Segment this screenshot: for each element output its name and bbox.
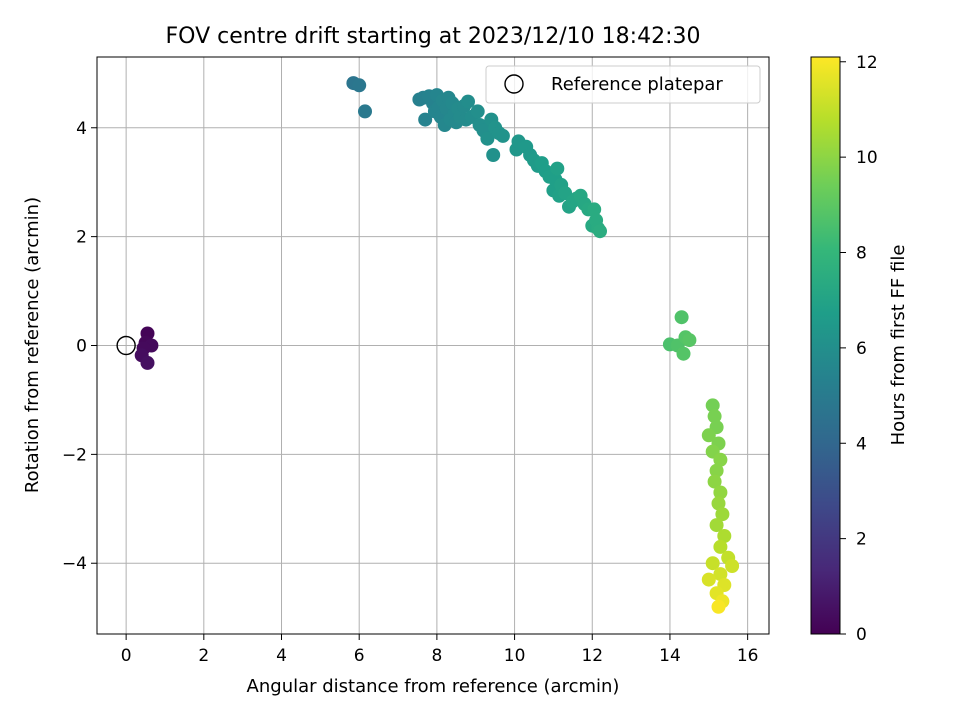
data-point: [709, 518, 724, 533]
x-tick-label: 4: [276, 646, 287, 666]
data-point: [711, 496, 726, 511]
x-axis-label: Angular distance from reference (arcmin): [247, 676, 620, 697]
colorbar-tick-label: 4: [856, 434, 867, 454]
colorbar-label: Hours from first FF file: [888, 245, 909, 446]
data-point: [587, 202, 602, 217]
x-tick-label: 16: [737, 646, 759, 666]
y-axis-label: Rotation from reference (arcmin): [22, 197, 43, 493]
legend: Reference platepar: [485, 65, 761, 104]
data-point: [676, 346, 691, 361]
y-tick-label: 2: [76, 228, 87, 248]
x-tick-label: 12: [581, 646, 603, 666]
data-point: [711, 599, 726, 614]
colorbar: [810, 56, 841, 635]
data-point: [713, 485, 728, 500]
data-point: [701, 572, 716, 587]
legend-box: [485, 65, 761, 104]
data-point: [495, 128, 510, 143]
data-point: [486, 148, 501, 162]
data-point: [352, 78, 367, 93]
reference-platepar-marker: [116, 335, 136, 356]
data-point: [682, 333, 697, 348]
colorbar-tick-label: 12: [856, 53, 878, 73]
data-point: [715, 507, 730, 522]
data-point: [701, 428, 716, 443]
x-tick-label: 14: [659, 646, 681, 666]
data-point: [480, 131, 495, 146]
data-point: [461, 94, 475, 109]
x-tick-label: 8: [431, 646, 442, 666]
data-point: [709, 463, 724, 478]
data-point: [470, 104, 485, 119]
legend-label: Reference platepar: [551, 74, 723, 95]
data-point: [707, 474, 722, 489]
data-point: [713, 452, 728, 467]
colorbar-tick-label: 6: [856, 339, 867, 359]
data-point: [418, 112, 433, 127]
y-tick-label: 0: [76, 337, 87, 357]
x-tick-label: 10: [504, 646, 526, 666]
y-tick-label: −2: [62, 445, 87, 465]
colorbar-tick-label: 2: [856, 530, 867, 550]
x-tick-label: 6: [354, 646, 365, 666]
data-point: [140, 355, 155, 370]
data-point: [674, 310, 689, 325]
data-point: [705, 398, 720, 413]
chart-title: FOV centre drift starting at 2023/12/10 …: [166, 24, 701, 49]
data-point: [550, 161, 565, 176]
grid-lines: [97, 57, 769, 634]
data-point: [593, 224, 607, 239]
colorbar-tick-label: 0: [856, 625, 867, 645]
colorbar-tick-label: 10: [856, 148, 878, 168]
data-point: [707, 409, 722, 424]
y-tick-label: 4: [76, 119, 87, 139]
data-point: [713, 567, 728, 582]
data-point: [717, 529, 732, 543]
colorbar-ticks: 0 2 4 6 8 10 12: [840, 53, 878, 645]
data-point: [705, 556, 720, 571]
legend-marker-icon: [504, 74, 524, 94]
x-tick-label: 2: [198, 646, 209, 666]
data-point: [358, 104, 372, 119]
y-axis-ticks: −4 −2 0 2 4: [62, 119, 97, 574]
colorbar-tick-label: 8: [856, 244, 867, 264]
data-point: [725, 559, 740, 573]
x-tick-label: 0: [121, 646, 132, 666]
y-tick-label: −4: [62, 554, 87, 574]
x-axis-ticks: 0 2 4 6 8 10 12 14 16: [121, 634, 759, 666]
data-point: [713, 539, 728, 554]
data-points: [134, 76, 740, 614]
